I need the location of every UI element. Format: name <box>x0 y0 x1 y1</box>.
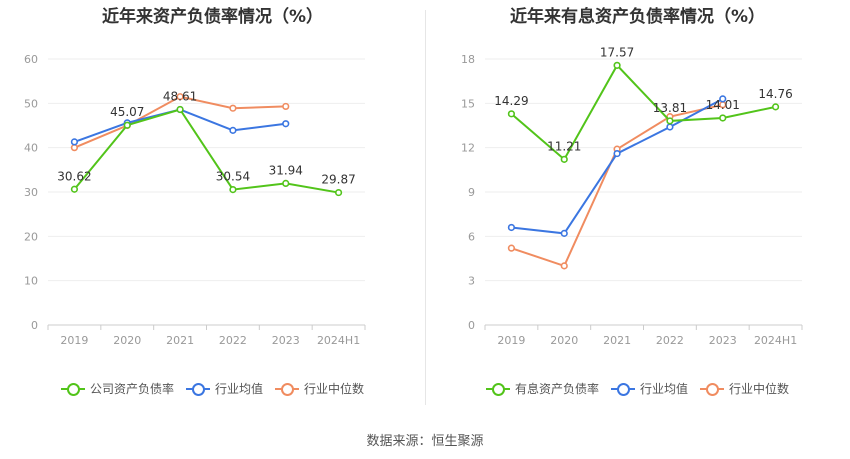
data-label: 11.21 <box>547 139 581 153</box>
data-label: 31.94 <box>269 163 303 177</box>
y-tick-label: 30 <box>24 186 38 199</box>
data-label: 30.54 <box>216 170 250 184</box>
legend-marker-icon <box>485 382 510 396</box>
data-point[interactable] <box>507 244 516 252</box>
x-tick-label: 2021 <box>603 334 631 347</box>
legend-item[interactable]: 有息资产负债率 <box>485 380 599 397</box>
legend-label: 行业均值 <box>214 382 263 396</box>
series-line <box>510 63 776 161</box>
series-line <box>511 103 723 268</box>
legend-label: 有息资产负债率 <box>514 382 599 396</box>
y-tick-label: 40 <box>24 142 38 155</box>
y-tick-label: 10 <box>24 275 38 288</box>
data-point[interactable] <box>719 95 727 103</box>
data-point[interactable] <box>70 138 79 146</box>
data-point[interactable] <box>123 121 131 129</box>
legend-label: 行业均值 <box>639 382 688 396</box>
x-tick-label: 2023 <box>272 334 300 347</box>
x-tick-label: 2024H1 <box>317 334 360 347</box>
data-point[interactable] <box>334 188 343 197</box>
data-point[interactable] <box>176 93 184 101</box>
panel-divider <box>425 10 426 405</box>
data-label: 14.01 <box>706 98 740 112</box>
data-point[interactable] <box>560 262 568 270</box>
data-point[interactable] <box>613 61 621 69</box>
legend-label: 行业中位数 <box>304 382 365 396</box>
y-tick-label: 12 <box>461 142 475 155</box>
data-point[interactable] <box>70 185 79 193</box>
right-chart-title: 近年来有息资产负债率情况（%） <box>509 7 766 27</box>
left-chart-plot: 0 10 20 30 40 50 60 2019 2020 2021 2022 2023 2024H1 3… <box>24 53 366 347</box>
data-label: 30.62 <box>57 169 91 183</box>
y-tick-label: 3 <box>468 275 475 288</box>
y-tick-label: 60 <box>24 53 38 66</box>
y-tick-label: 50 <box>24 97 38 110</box>
legend-marker-icon <box>275 382 299 396</box>
x-tick-label: 2019 <box>60 334 88 347</box>
right-chart-panel: 近年来有息资产负债率情况（%） 0 3 6 9 12 15 18 2019 2020 2021 20… <box>425 0 850 400</box>
data-point[interactable] <box>282 179 290 187</box>
legend-label: 行业中位数 <box>729 382 790 396</box>
y-tick-label: 18 <box>461 53 475 66</box>
data-label: 13.81 <box>653 101 687 115</box>
data-point[interactable] <box>229 126 237 134</box>
legend-marker-icon <box>610 382 635 396</box>
legend-marker-icon <box>700 382 724 396</box>
series-line <box>73 108 339 194</box>
right-chart-legend: 有息资产负债率 行业均值 行业中位数 <box>425 380 850 397</box>
data-point[interactable] <box>282 120 290 128</box>
y-tick-label: 0 <box>468 319 475 332</box>
left-chart-panel: 近年来资产负债率情况（%） 0 10 20 30 40 50 60 2019 2020 2021 2… <box>0 0 425 400</box>
x-tick-label: 2021 <box>166 334 194 347</box>
y-tick-label: 15 <box>461 97 475 110</box>
x-tick-label: 2022 <box>219 334 247 347</box>
x-tick-label: 2023 <box>709 334 737 347</box>
data-point[interactable] <box>560 155 568 163</box>
data-label: 14.29 <box>494 94 528 108</box>
data-point[interactable] <box>507 110 516 118</box>
series-line <box>74 95 286 149</box>
x-tick-label: 2024H1 <box>754 334 797 347</box>
legend-item[interactable]: 行业均值 <box>185 380 263 397</box>
data-point[interactable] <box>282 102 290 111</box>
data-label: 48.61 <box>163 89 197 103</box>
legend-item[interactable]: 行业均值 <box>610 380 688 397</box>
data-point[interactable] <box>507 223 516 232</box>
x-tick-label: 2020 <box>113 334 141 347</box>
x-tick-label: 2022 <box>656 334 684 347</box>
x-tick-label: 2020 <box>550 334 578 347</box>
data-point[interactable] <box>719 114 727 122</box>
data-point[interactable] <box>70 144 79 152</box>
legend-label: 公司资产负债率 <box>89 382 174 396</box>
left-chart-legend: 公司资产负债率 行业均值 行业中位数 <box>0 380 425 397</box>
y-tick-label: 0 <box>31 319 38 332</box>
data-point[interactable] <box>771 103 780 111</box>
y-tick-label: 9 <box>468 186 475 199</box>
data-label: 45.07 <box>110 105 144 119</box>
series-line <box>74 108 286 143</box>
y-tick-label: 20 <box>24 230 38 243</box>
data-point[interactable] <box>613 149 621 158</box>
data-label: 29.87 <box>321 173 355 187</box>
legend-marker-icon <box>60 382 85 396</box>
data-point[interactable] <box>666 123 674 131</box>
left-chart-title: 近年来资产负债率情况（%） <box>101 7 324 27</box>
legend-marker-icon <box>185 382 210 396</box>
data-label: 17.57 <box>600 45 634 59</box>
legend-item[interactable]: 行业中位数 <box>275 380 364 397</box>
right-chart-plot: 0 3 6 9 12 15 18 2019 2020 2021 2022 2023 2024H1 14.2… <box>461 45 803 347</box>
y-tick-label: 6 <box>468 230 475 243</box>
data-label: 14.76 <box>758 87 792 101</box>
data-point[interactable] <box>560 229 568 237</box>
data-point[interactable] <box>666 117 674 125</box>
legend-item[interactable]: 行业中位数 <box>700 380 789 397</box>
source-note: 数据来源：恒生聚源 <box>366 434 484 449</box>
x-tick-label: 2019 <box>497 334 525 347</box>
data-point[interactable] <box>176 105 184 114</box>
data-point[interactable] <box>229 104 237 112</box>
legend-item[interactable]: 公司资产负债率 <box>60 380 174 397</box>
data-point[interactable] <box>229 186 237 194</box>
